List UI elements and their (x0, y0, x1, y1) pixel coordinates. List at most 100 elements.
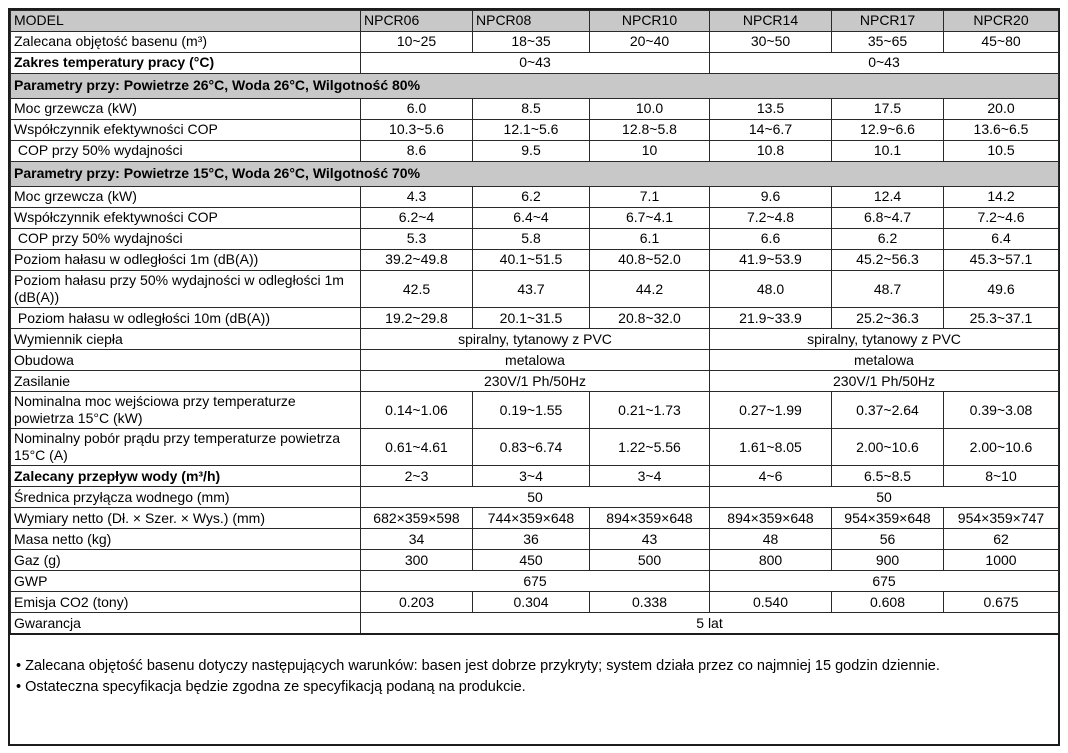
value-cell: 2.00~10.6 (831, 428, 944, 467)
row-label: Gaz (g) (10, 549, 361, 572)
value-cell: 800 (709, 549, 832, 572)
value-cell: 25.3~37.1 (943, 307, 1059, 330)
value-cell: 230V/1 Ph/50Hz (360, 370, 710, 393)
table-row: Wymiary netto (Dł. × Szer. × Wys.) (mm) 6… (10, 507, 1059, 530)
value-cell: 7.1 (589, 186, 710, 208)
value-cell: 6.4~4 (472, 207, 590, 229)
value-cell: 45~80 (943, 31, 1059, 53)
value-cell: 744×359×648 (472, 507, 590, 530)
footnote-pool-volume: • Zalecana objętość basenu dotyczy nastę… (16, 657, 940, 674)
value-cell: 36 (472, 528, 590, 551)
spec-sheet-frame: MODEL NPCR06 NPCR08 NPCR10 NPCR14 NPCR17 NPCR2… (8, 8, 1060, 746)
value-cell: 6.6 (709, 228, 832, 250)
value-cell: 12.8~5.8 (589, 119, 710, 141)
table-row: GWP 675 675 (10, 570, 1059, 593)
row-label: Poziom hałasu w odległości 10m (dB(A)) (10, 307, 361, 330)
table-row: Zalecana objętość basenu (m³) 10~25 18~35 2… (10, 31, 1059, 53)
value-cell: 34 (360, 528, 473, 551)
footnote-final-spec: • Ostateczna specyfikacja będzie zgodna … (16, 678, 526, 695)
value-cell: 682×359×598 (360, 507, 473, 530)
table-row: Zasilanie 230V/1 Ph/50Hz 230V/1 Ph/50Hz (10, 370, 1059, 393)
value-cell: 500 (589, 549, 710, 572)
value-cell: 40.1~51.5 (472, 249, 590, 271)
section-row: Parametry przy: Powietrze 15°C, Woda 26°… (10, 161, 1059, 187)
row-label: Nominalna moc wejściowa przy temperaturz… (10, 391, 361, 430)
value-cell: 45.3~57.1 (943, 249, 1059, 271)
row-label: Poziom hałasu przy 50% wydajności w odle… (10, 269, 361, 309)
value-cell: 0.21~1.73 (589, 391, 710, 430)
value-cell: 50 (709, 486, 1059, 509)
row-label: Masa netto (kg) (10, 528, 361, 551)
value-cell: 0~43 (709, 52, 1059, 74)
value-cell: 6.4 (943, 228, 1059, 250)
value-cell: 44.2 (589, 269, 710, 309)
value-cell: 7.2~4.6 (943, 207, 1059, 229)
row-label: Nominalny pobór prądu przy temperaturze … (10, 428, 361, 467)
value-cell: spiralny, tytanowy z PVC (709, 328, 1059, 351)
table-row: Współczynnik efektywności COP 10.3~5.6 12.… (10, 119, 1059, 141)
value-cell: 25.2~36.3 (831, 307, 944, 330)
value-cell: 6.2 (472, 186, 590, 208)
value-cell: 6.7~4.1 (589, 207, 710, 229)
value-cell: 56 (831, 528, 944, 551)
model-header-cell: NPCR08 (472, 10, 590, 32)
row-label: Zalecana objętość basenu (m³) (10, 31, 361, 53)
table-row: Nominalny pobór prądu przy temperaturze … (10, 428, 1059, 467)
value-cell: 43 (589, 528, 710, 551)
value-cell: 20~40 (589, 31, 710, 53)
table-row: Zakres temperatury pracy (°C) 0~43 0~43 (10, 52, 1059, 74)
model-header-cell: NPCR14 (709, 10, 832, 32)
value-cell: 48.7 (831, 269, 944, 309)
value-cell: 0.608 (831, 591, 944, 614)
table-row: Moc grzewcza (kW) 6.0 8.5 10.0 13.5 17.5 20.0 (10, 98, 1059, 120)
value-cell: 12.1~5.6 (472, 119, 590, 141)
value-cell: 14.2 (943, 186, 1059, 208)
value-cell: 43.7 (472, 269, 590, 309)
value-cell: 7.2~4.8 (709, 207, 832, 229)
table-row: Masa netto (kg) 34 36 43 48 56 62 (10, 528, 1059, 551)
row-label: Wymiennik ciepła (10, 328, 361, 351)
value-cell: 0.61~4.61 (360, 428, 473, 467)
value-cell: 10~25 (360, 31, 473, 53)
value-cell: 48 (709, 528, 832, 551)
value-cell: spiralny, tytanowy z PVC (360, 328, 710, 351)
value-cell: 0.39~3.08 (943, 391, 1059, 430)
row-label: GWP (10, 570, 361, 593)
value-cell: 30~50 (709, 31, 832, 53)
value-cell: 10.1 (831, 140, 944, 162)
value-cell: 1.61~8.05 (709, 428, 832, 467)
table-row: Zalecany przepływ wody (m³/h) 2~3 3~4 3~4 4~… (10, 465, 1059, 488)
value-cell: 6.2~4 (360, 207, 473, 229)
value-cell: 45.2~56.3 (831, 249, 944, 271)
model-header-cell: NPCR20 (943, 10, 1059, 32)
value-cell: 4~6 (709, 465, 832, 488)
value-cell: 6.0 (360, 98, 473, 120)
value-cell: 230V/1 Ph/50Hz (709, 370, 1059, 393)
value-cell: 14~6.7 (709, 119, 832, 141)
row-label: Moc grzewcza (kW) (10, 98, 361, 120)
table-row: Poziom hałasu w odległości 10m (dB(A)) 19… (10, 307, 1059, 330)
table-row: Poziom hałasu przy 50% wydajności w odle… (10, 269, 1059, 309)
value-cell: 675 (360, 570, 710, 593)
spec-table: MODEL NPCR06 NPCR08 NPCR10 NPCR14 NPCR17 NPCR2… (10, 10, 1059, 635)
value-cell: 21.9~33.9 (709, 307, 832, 330)
value-cell: 6.8~4.7 (831, 207, 944, 229)
value-cell: 10.3~5.6 (360, 119, 473, 141)
table-row: Gaz (g) 300 450 500 800 900 1000 (10, 549, 1059, 572)
row-label: Zalecany przepływ wody (m³/h) (10, 465, 361, 488)
value-cell: 5 lat (360, 612, 1059, 635)
value-cell: 35~65 (831, 31, 944, 53)
row-label: COP przy 50% wydajności (10, 228, 361, 250)
value-cell: 0.338 (589, 591, 710, 614)
value-cell: 450 (472, 549, 590, 572)
value-cell: 62 (943, 528, 1059, 551)
value-cell: 10.5 (943, 140, 1059, 162)
value-cell: 0.203 (360, 591, 473, 614)
row-label: Obudowa (10, 349, 361, 372)
model-header-cell: NPCR06 (360, 10, 473, 32)
header-row: MODEL NPCR06 NPCR08 NPCR10 NPCR14 NPCR17 NPCR2… (10, 10, 1059, 32)
value-cell: metalowa (709, 349, 1059, 372)
value-cell: 894×359×648 (589, 507, 710, 530)
value-cell: 6.5~8.5 (831, 465, 944, 488)
section-row: Parametry przy: Powietrze 26°C, Woda 26°… (10, 73, 1059, 99)
